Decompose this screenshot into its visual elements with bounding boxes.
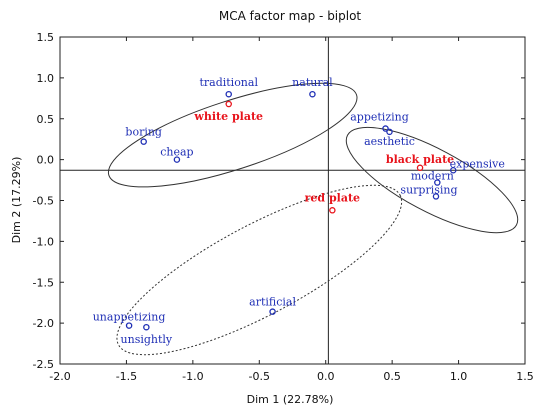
point-traditional [225, 90, 232, 98]
point-modern [434, 179, 441, 186]
point-label-artificial: artificial [249, 296, 296, 309]
confidence-ellipse-2 [345, 126, 519, 234]
x-tick-label: 1.0 [450, 370, 468, 383]
x-tick-label: -1.0 [182, 370, 203, 383]
y-tick-label: -2.5 [33, 358, 54, 371]
point-label-natural: natural [292, 76, 333, 89]
point-label-unsightly: unsightly [121, 333, 173, 346]
plot-area: -2.0 -1.5 -1.0 -0.5 0.0 0.5 1.0 1.5 1.5 1.0 0.5 0.0… [33, 31, 534, 383]
x-tick-label: 0.5 [383, 370, 401, 383]
y-tick-label: -2.0 [33, 317, 54, 330]
point-label-cheap: cheap [160, 146, 193, 159]
point-expensive [450, 167, 457, 174]
point-surprising [432, 193, 440, 200]
chart-title: MCA factor map - biplot [219, 9, 362, 23]
x-tick-label: -1.5 [116, 370, 137, 383]
point-label-expensive: expensive [450, 157, 505, 170]
point-label-traditional: traditional [199, 76, 258, 89]
point-artificial [269, 308, 276, 315]
x-tick-label: 0.0 [317, 370, 335, 383]
y-tick-label: 0.0 [37, 154, 55, 167]
point-unsightly [143, 323, 150, 331]
point-boring [140, 138, 147, 145]
point-unappetizing [125, 322, 133, 329]
point-natural [309, 90, 316, 98]
point-label-red-plate: red plate [305, 191, 360, 204]
point-label-surprising: surprising [400, 183, 457, 196]
y-tick-label: -1.5 [33, 276, 54, 289]
confidence-ellipse-3 [116, 184, 403, 356]
point-label-unappetizing: unappetizing [93, 311, 166, 324]
point-label-modern: modern [411, 170, 454, 183]
point-white-plate [225, 100, 232, 108]
point-aesthetic [386, 128, 393, 136]
point-label-black-plate: black plate [386, 153, 454, 166]
point-appetizing [382, 125, 389, 132]
y-tick-label: 0.5 [37, 113, 55, 126]
y-tick-label: 1.0 [37, 72, 55, 85]
y-tick-label: 1.5 [37, 31, 55, 44]
confidence-ellipse-1 [107, 82, 358, 188]
y-tick-label: -0.5 [33, 195, 54, 208]
x-tick-label: -0.5 [249, 370, 270, 383]
point-cheap [173, 156, 181, 163]
y-tick-label: -1.0 [33, 235, 54, 248]
y-axis-label: Dim 2 (17.29%) [10, 157, 23, 244]
point-label-boring: boring [125, 126, 162, 139]
point-red-plate [329, 207, 336, 214]
x-axis-label: Dim 1 (22.78%) [247, 393, 334, 406]
point-black-plate [416, 164, 424, 172]
point-label-white-plate: white plate [193, 110, 263, 123]
point-label-appetizing: appetizing [350, 111, 409, 124]
x-tick-label: 1.5 [516, 370, 534, 383]
x-tick-label: -2.0 [49, 370, 70, 383]
point-label-aesthetic: aesthetic [364, 135, 415, 148]
